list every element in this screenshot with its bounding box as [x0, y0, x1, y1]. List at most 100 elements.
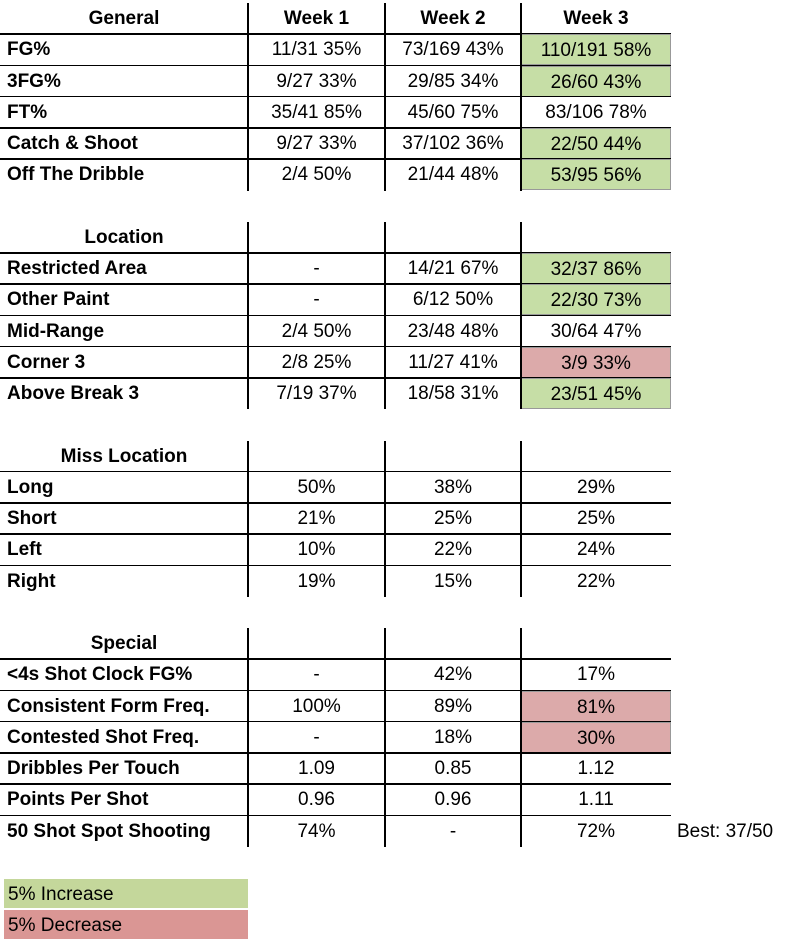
data-cell: -	[313, 664, 320, 686]
column-divider	[520, 628, 522, 847]
data-cell: 32/37 86%	[521, 253, 671, 284]
data-cell: -	[313, 289, 320, 311]
column-divider	[247, 440, 249, 597]
data-cell: 25%	[433, 508, 473, 529]
data-cell: 35/41 85%	[271, 101, 362, 123]
data-cell: 22/50 44%	[521, 128, 671, 159]
column-divider	[384, 221, 386, 410]
column-divider	[384, 3, 386, 191]
data-cell: 83/106 78%	[545, 101, 647, 123]
row-label: <4s Shot Clock FG%	[7, 664, 193, 686]
data-cell: 24%	[576, 539, 616, 561]
data-cell: -	[313, 726, 320, 748]
column-divider	[247, 221, 249, 410]
legend-item: 5% Increase	[3, 878, 249, 909]
data-cell: 22/30 73%	[521, 284, 671, 316]
data-cell: 38%	[433, 476, 473, 498]
column-divider	[384, 440, 386, 597]
row-label: Contested Shot Freq.	[7, 726, 200, 748]
data-cell: 110/191 58%	[521, 34, 671, 66]
row-divider	[0, 33, 671, 35]
data-cell: 6/12 50%	[412, 289, 494, 311]
header-cell: Special	[90, 633, 158, 654]
row-divider	[0, 158, 671, 160]
data-cell: 15%	[433, 570, 473, 592]
data-cell: 17%	[576, 664, 616, 686]
row-label: Corner 3	[7, 351, 86, 373]
data-cell: 9/27 33%	[276, 70, 357, 92]
data-cell: 11/31 35%	[271, 39, 362, 61]
row-label: Consistent Form Freq.	[7, 695, 210, 717]
row-divider	[0, 658, 671, 660]
header-cell: Week 2	[420, 8, 486, 29]
row-divider	[0, 345, 671, 348]
row-divider	[0, 283, 671, 285]
data-cell: 2/4 50%	[281, 164, 352, 186]
column-divider	[247, 3, 249, 191]
row-label: Mid-Range	[7, 320, 105, 342]
row-label: FG%	[7, 39, 51, 61]
row-label: 3FG%	[7, 70, 61, 92]
data-cell: 22%	[576, 570, 616, 592]
data-cell: 1.11	[578, 789, 614, 811]
data-cell: 42%	[433, 664, 473, 686]
row-label: Above Break 3	[7, 383, 140, 404]
data-cell: 29/85 34%	[407, 70, 499, 92]
row-divider	[0, 752, 671, 754]
row-label: Catch & Shoot	[7, 133, 138, 154]
data-cell: 30/64 47%	[550, 320, 642, 342]
header-cell: Miss Location	[60, 445, 188, 467]
data-cell: 0.96	[298, 789, 335, 811]
row-label: Dribbles Per Touch	[7, 758, 180, 779]
row-divider	[0, 127, 671, 129]
data-cell: 11/27 41%	[408, 351, 498, 373]
row-divider	[0, 502, 671, 504]
row-label: Restricted Area	[7, 258, 147, 279]
data-cell: 14/21 67%	[407, 258, 499, 279]
data-cell: 7/19 37%	[276, 383, 357, 404]
data-cell: 45/60 75%	[407, 101, 499, 123]
data-cell: 89%	[433, 695, 473, 717]
row-label: FT%	[7, 101, 48, 123]
data-cell: 30%	[521, 721, 671, 753]
data-cell: 18%	[433, 726, 473, 748]
header-cell: Week 1	[283, 8, 350, 29]
row-label: 50 Shot Spot Shooting	[7, 820, 211, 842]
column-divider	[520, 3, 522, 191]
data-cell: 18/58 31%	[407, 383, 499, 404]
row-divider	[0, 689, 671, 691]
row-label: Points Per Shot	[7, 789, 149, 811]
data-cell: 23/48 48%	[407, 320, 499, 342]
data-cell: 1.12	[577, 758, 615, 779]
data-cell: 19%	[297, 570, 336, 592]
row-divider	[0, 564, 671, 566]
row-divider	[0, 533, 671, 535]
data-cell: 72%	[576, 820, 616, 842]
data-cell: 73/169 43%	[402, 39, 504, 61]
data-cell: 37/102 36%	[402, 133, 504, 154]
data-cell: 23/51 45%	[521, 378, 671, 409]
row-label: Short	[7, 508, 57, 529]
data-cell: 26/60 43%	[521, 65, 671, 97]
header-cell: Location	[84, 226, 164, 248]
legend-item: 5% Decrease	[3, 909, 249, 940]
data-cell: -	[449, 820, 457, 842]
row-divider	[0, 252, 671, 254]
data-cell: 1.09	[298, 758, 335, 779]
row-divider	[0, 95, 671, 98]
column-divider	[520, 221, 522, 410]
data-cell: 21%	[297, 508, 336, 529]
data-cell: 74%	[297, 820, 336, 842]
data-cell: 22%	[433, 539, 473, 561]
header-cell: Week 3	[563, 8, 629, 29]
row-divider	[0, 783, 671, 785]
row-label: Left	[7, 539, 42, 561]
note: Best: 37/50	[677, 820, 774, 842]
column-divider	[247, 628, 249, 847]
header-cell: General	[88, 8, 160, 29]
data-cell: 0.85	[434, 758, 472, 779]
row-label: Long	[7, 476, 54, 498]
data-cell: 21/44 48%	[407, 164, 499, 186]
data-cell: -	[313, 258, 320, 279]
